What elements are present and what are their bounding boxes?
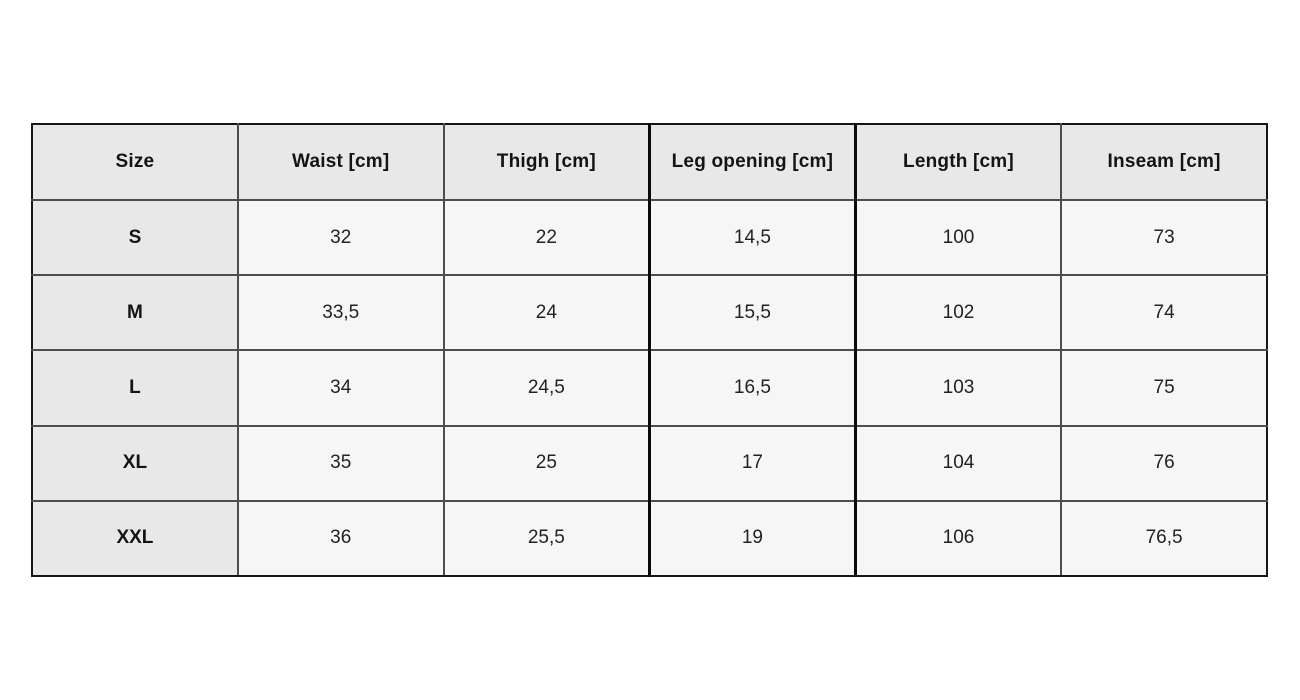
header-cell-thigh: Thigh [cm] [442, 123, 651, 201]
value-cell: 100 [854, 198, 1063, 277]
table-row-m: M 33,5 24 15,5 102 74 [31, 274, 1268, 352]
size-cell: XXL [31, 499, 239, 578]
value-cell: 104 [854, 424, 1063, 502]
size-chart-table: Size Waist [cm] Thigh [cm] Leg opening [… [31, 123, 1268, 578]
header-cell-waist: Waist [cm] [236, 123, 445, 201]
value-cell: 103 [854, 349, 1063, 427]
table-body: S 32 22 14,5 100 73 M 33,5 24 15,5 102 7… [31, 198, 1268, 578]
size-cell: XL [31, 424, 239, 502]
table-row-xl: XL 35 25 17 104 76 [31, 424, 1268, 502]
value-cell: 106 [854, 499, 1063, 578]
value-cell: 25 [442, 424, 651, 502]
value-cell: 76,5 [1060, 499, 1268, 578]
table-row-xxl: XXL 36 25,5 19 106 76,5 [31, 499, 1268, 578]
table-header: Size Waist [cm] Thigh [cm] Leg opening [… [31, 123, 1268, 201]
value-cell: 74 [1060, 274, 1268, 352]
header-cell-size: Size [31, 123, 239, 201]
value-cell: 25,5 [442, 499, 651, 578]
value-cell: 36 [236, 499, 445, 578]
size-cell: M [31, 274, 239, 352]
value-cell: 33,5 [236, 274, 445, 352]
value-cell: 16,5 [647, 349, 857, 427]
table-row-l: L 34 24,5 16,5 103 75 [31, 349, 1268, 427]
value-cell: 75 [1060, 349, 1268, 427]
header-cell-leg-opening: Leg opening [cm] [647, 123, 857, 201]
table-row-s: S 32 22 14,5 100 73 [31, 198, 1268, 277]
value-cell: 76 [1060, 424, 1268, 502]
value-cell: 102 [854, 274, 1063, 352]
value-cell: 15,5 [647, 274, 857, 352]
header-cell-length: Length [cm] [854, 123, 1063, 201]
value-cell: 14,5 [647, 198, 857, 277]
value-cell: 35 [236, 424, 445, 502]
size-cell: S [31, 198, 239, 277]
value-cell: 24 [442, 274, 651, 352]
value-cell: 22 [442, 198, 651, 277]
size-cell: L [31, 349, 239, 427]
value-cell: 32 [236, 198, 445, 277]
header-row: Size Waist [cm] Thigh [cm] Leg opening [… [31, 123, 1268, 201]
value-cell: 34 [236, 349, 445, 427]
value-cell: 24,5 [442, 349, 651, 427]
value-cell: 19 [647, 499, 857, 578]
value-cell: 73 [1060, 198, 1268, 277]
value-cell: 17 [647, 424, 857, 502]
header-cell-inseam: Inseam [cm] [1060, 123, 1268, 201]
